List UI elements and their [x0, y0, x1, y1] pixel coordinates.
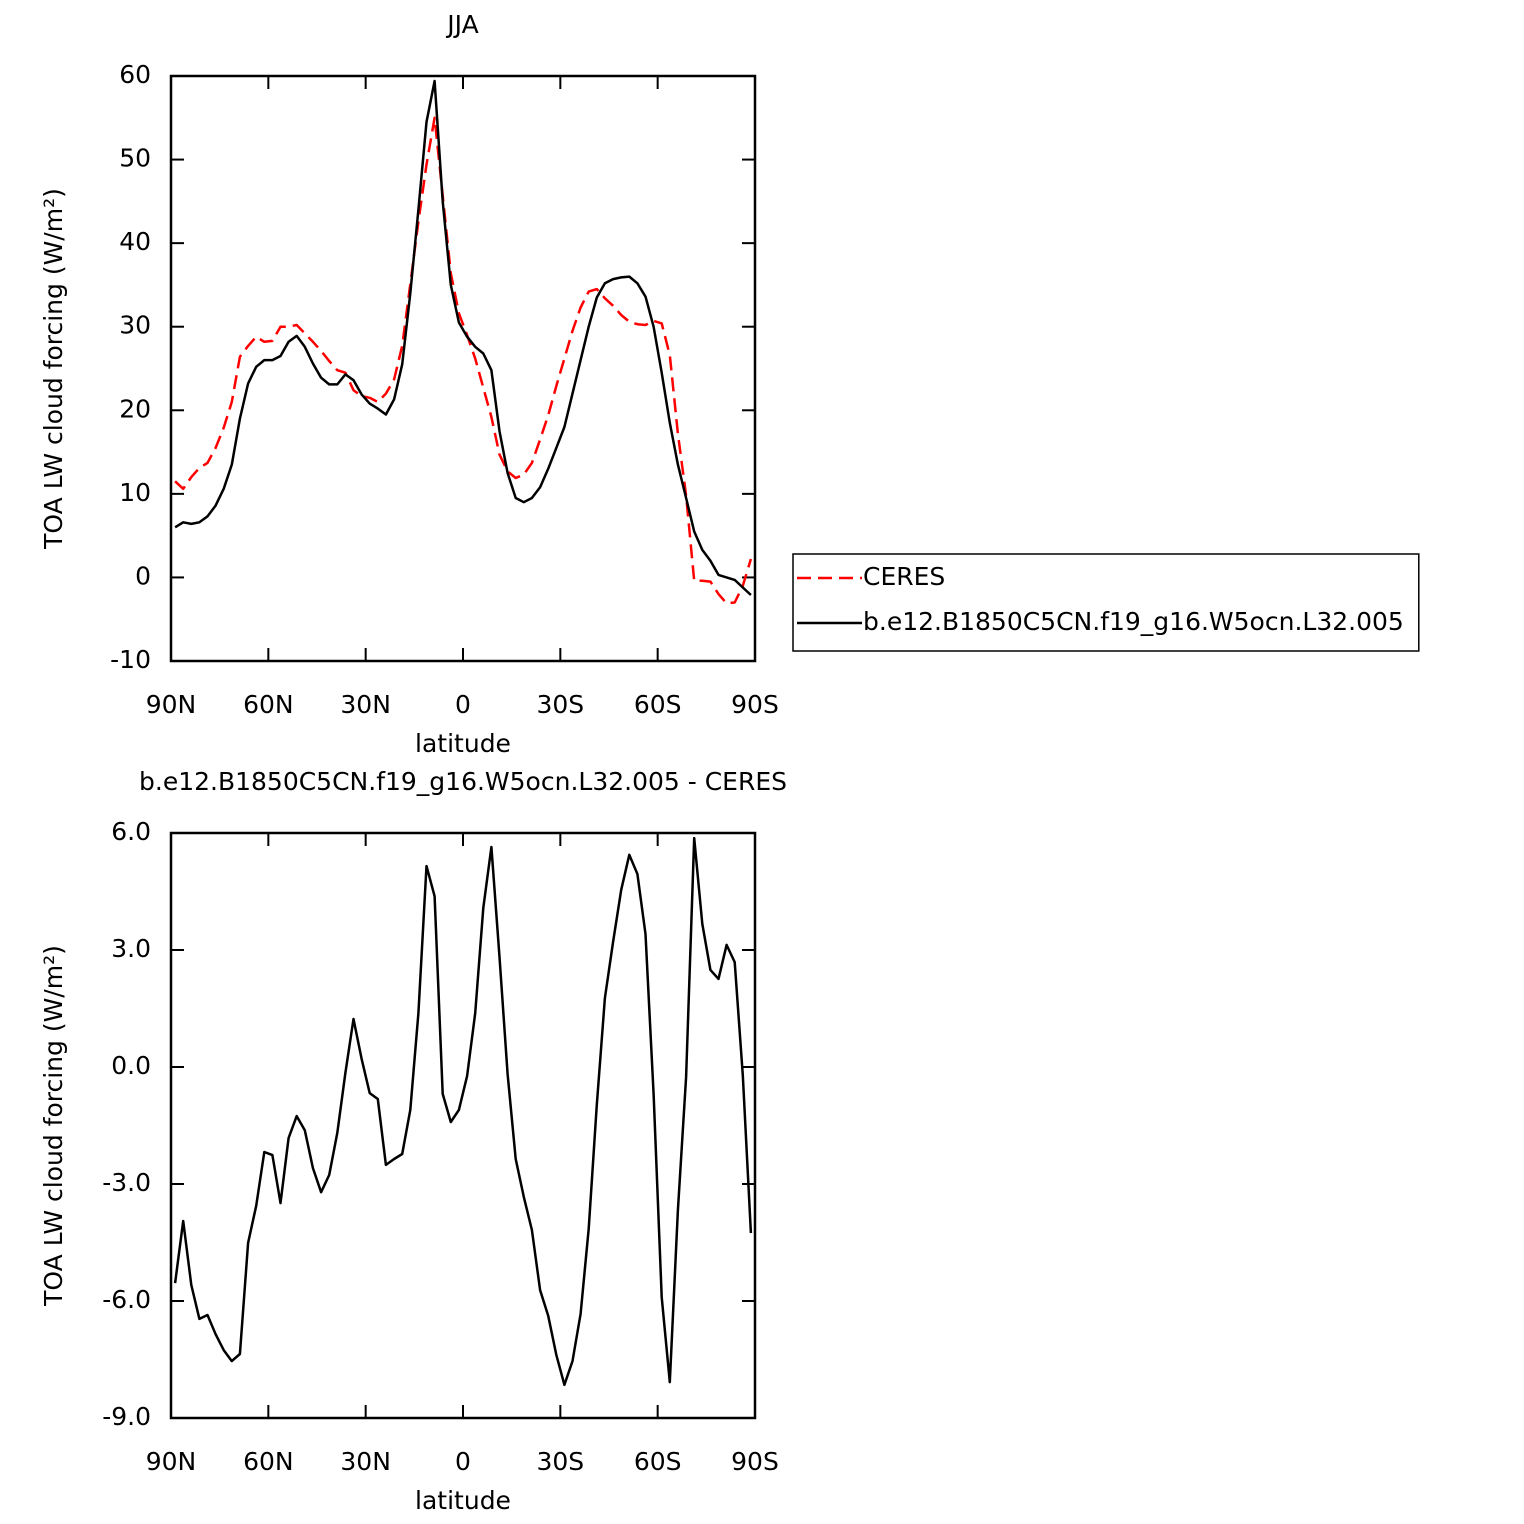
- x-tick-label: 30S: [536, 690, 584, 719]
- legend-frame: [792, 553, 1420, 652]
- data-line: [173, 836, 753, 1387]
- x-tick-label: 90N: [146, 690, 197, 719]
- x-axis-label: latitude: [415, 729, 511, 758]
- x-axis-label: latitude: [415, 1486, 511, 1515]
- data-line: [174, 116, 753, 605]
- chart-title: JJA: [445, 10, 478, 39]
- y-tick-label: 0: [135, 561, 151, 590]
- chart-title: b.e12.B1850C5CN.f19_g16.W5ocn.L32.005 - …: [139, 767, 787, 796]
- legend-label: CERES: [863, 562, 945, 591]
- y-tick-label: 20: [119, 394, 151, 423]
- x-tick-label: 0: [455, 1447, 471, 1476]
- y-tick-label: 30: [119, 311, 151, 340]
- y-tick-label: 6.0: [111, 817, 151, 846]
- x-tick-label: 60N: [243, 690, 294, 719]
- x-tick-label: 90S: [731, 690, 779, 719]
- y-tick-label: 60: [119, 60, 151, 89]
- x-tick-label: 30N: [340, 1447, 391, 1476]
- x-tick-label: 30N: [340, 690, 391, 719]
- plot-frame: [169, 831, 757, 1420]
- y-tick-label: -3.0: [102, 1168, 151, 1197]
- y-tick-label: -10: [110, 645, 151, 674]
- y-tick-label: 50: [119, 144, 151, 173]
- x-tick-label: 90N: [146, 1447, 197, 1476]
- y-axis-label: TOA LW cloud forcing (W/m²): [39, 188, 68, 550]
- y-tick-label: 10: [119, 478, 151, 507]
- x-tick-label: 60S: [634, 1447, 682, 1476]
- y-tick-label: 0.0: [111, 1051, 151, 1080]
- plot-frame: [169, 74, 757, 663]
- x-tick-label: 30S: [536, 1447, 584, 1476]
- x-tick-label: 60S: [634, 690, 682, 719]
- x-tick-label: 0: [455, 690, 471, 719]
- x-tick-label: 90S: [731, 1447, 779, 1476]
- y-tick-label: 3.0: [111, 934, 151, 963]
- data-line: [174, 79, 752, 596]
- y-tick-label: -9.0: [102, 1402, 151, 1431]
- y-axis-label: TOA LW cloud forcing (W/m²): [39, 945, 68, 1307]
- y-tick-label: -6.0: [102, 1285, 151, 1314]
- x-tick-label: 60N: [243, 1447, 294, 1476]
- y-tick-label: 40: [119, 227, 151, 256]
- legend-label: b.e12.B1850C5CN.f19_g16.W5ocn.L32.005: [863, 607, 1404, 636]
